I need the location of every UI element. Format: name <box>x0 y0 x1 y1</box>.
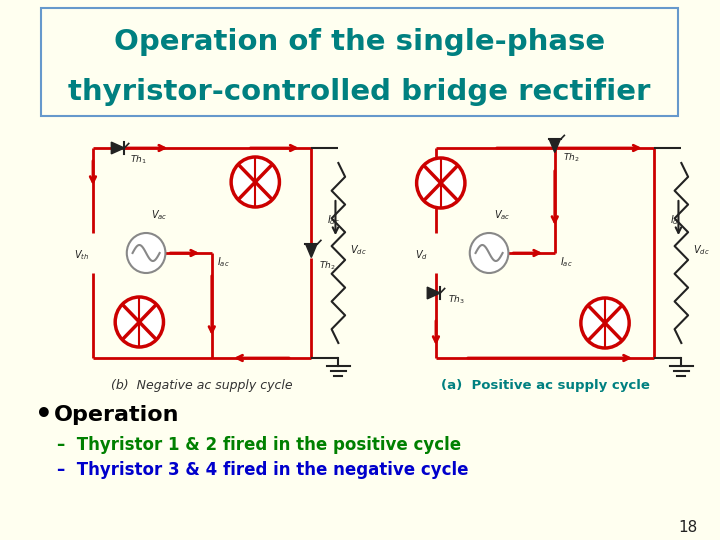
Text: •: • <box>35 401 53 429</box>
Circle shape <box>417 158 465 208</box>
Polygon shape <box>427 287 441 299</box>
Text: $V_{dc}$: $V_{dc}$ <box>350 243 366 257</box>
Text: –  Thyristor 1 & 2 fired in the positive cycle: – Thyristor 1 & 2 fired in the positive … <box>57 436 462 454</box>
Text: $I_{dc}$: $I_{dc}$ <box>327 213 340 227</box>
Text: $V_{th}$: $V_{th}$ <box>73 248 89 262</box>
Text: $Th_2$: $Th_2$ <box>562 151 579 164</box>
Text: $I_{ac}$: $I_{ac}$ <box>559 255 572 269</box>
Polygon shape <box>112 142 125 154</box>
Text: Operation: Operation <box>54 405 180 425</box>
Circle shape <box>115 297 163 347</box>
Text: thyristor-controlled bridge rectifier: thyristor-controlled bridge rectifier <box>68 78 651 106</box>
Text: $Th_1$: $Th_1$ <box>130 153 146 165</box>
Circle shape <box>127 233 166 273</box>
Text: $V_{ac}$: $V_{ac}$ <box>494 208 510 222</box>
Text: (b)  Negative ac supply cycle: (b) Negative ac supply cycle <box>112 379 293 392</box>
Text: $V_{ac}$: $V_{ac}$ <box>151 208 168 222</box>
Text: Operation of the single-phase: Operation of the single-phase <box>114 28 606 56</box>
Text: $V_{dc}$: $V_{dc}$ <box>693 243 710 257</box>
Polygon shape <box>549 139 560 152</box>
Text: $Th_3$: $Th_3$ <box>448 294 464 307</box>
Text: –  Thyristor 3 & 4 fired in the negative cycle: – Thyristor 3 & 4 fired in the negative … <box>57 461 469 479</box>
Text: $I_{ac}$: $I_{ac}$ <box>217 255 229 269</box>
FancyBboxPatch shape <box>41 8 678 116</box>
Text: $V_d$: $V_d$ <box>415 248 428 262</box>
Text: (a)  Positive ac supply cycle: (a) Positive ac supply cycle <box>441 379 649 392</box>
Text: $Th_2$: $Th_2$ <box>319 259 336 272</box>
Circle shape <box>469 233 508 273</box>
Circle shape <box>231 157 279 207</box>
Polygon shape <box>306 244 317 258</box>
Text: $I_d$: $I_d$ <box>670 213 679 227</box>
Circle shape <box>581 298 629 348</box>
Text: 18: 18 <box>678 521 698 536</box>
